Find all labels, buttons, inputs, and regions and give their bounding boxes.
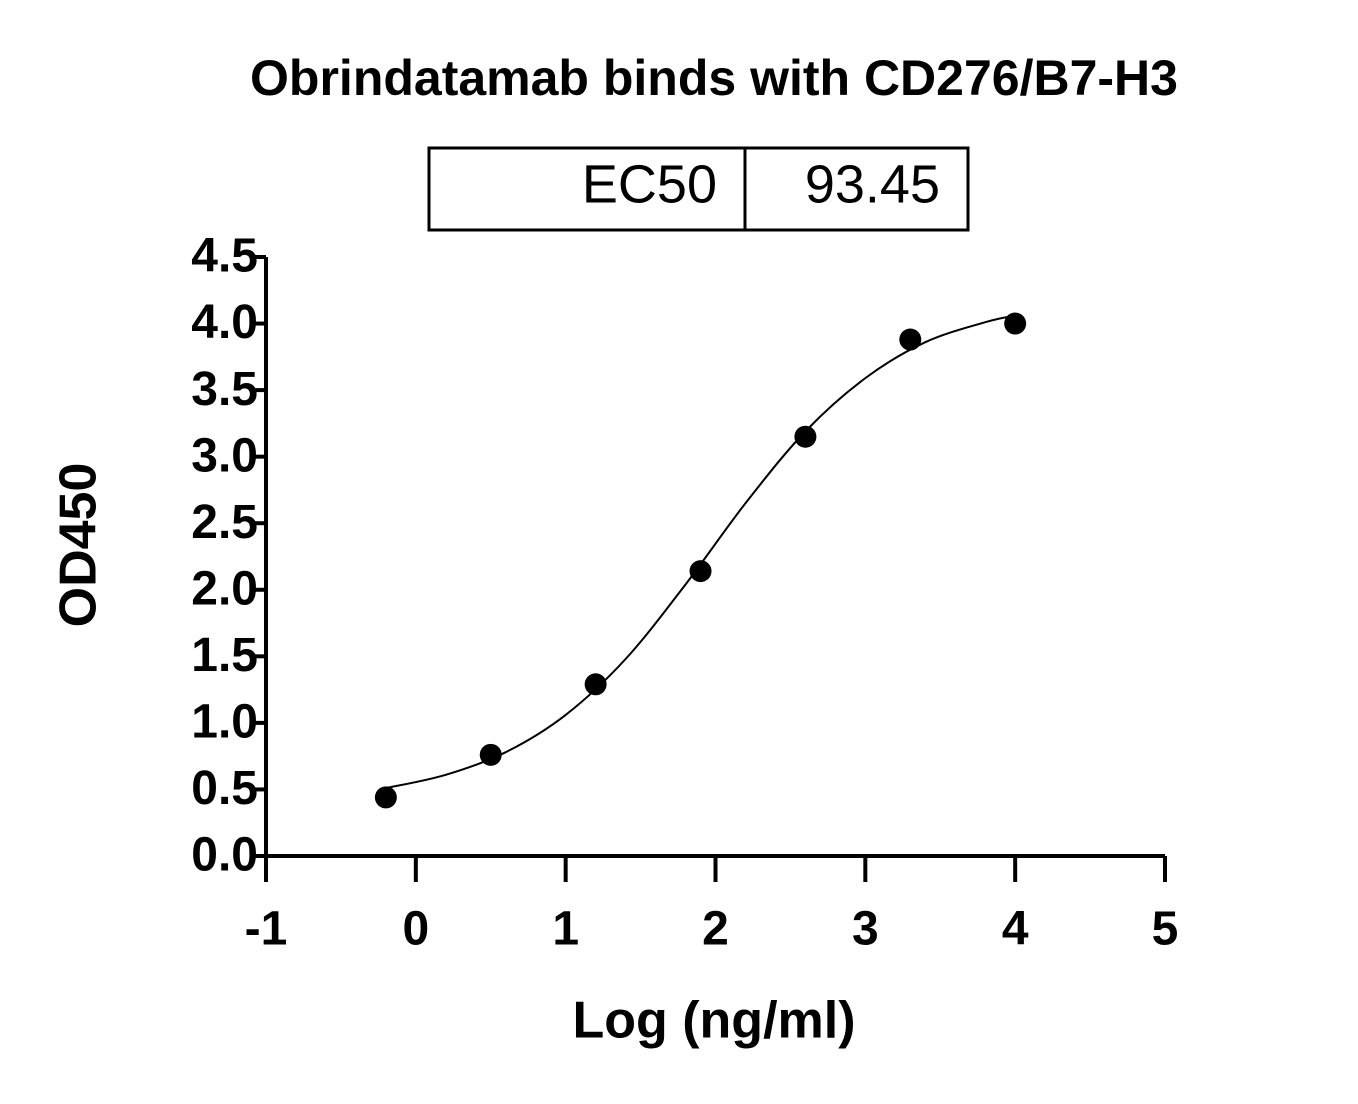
data-point: [479, 743, 502, 766]
x-tick-label: 2: [702, 903, 729, 956]
fit-curve: [385, 314, 1016, 790]
ec50-label: EC50: [582, 154, 717, 214]
ec50-value: 93.45: [805, 154, 940, 214]
y-tick-label: 0.5: [191, 762, 258, 815]
x-tick-label: -1: [245, 903, 288, 956]
ec50-box: [427, 146, 970, 232]
y-tick-label: 2.0: [191, 562, 258, 615]
y-tick-label: 2.5: [191, 496, 258, 549]
data-point: [794, 425, 817, 448]
y-tick-label: 1.0: [191, 696, 258, 749]
data-point: [1004, 312, 1027, 335]
y-tick-label: 4.0: [191, 296, 258, 349]
x-tick-label: 4: [1002, 903, 1029, 956]
x-tick-label: 3: [852, 903, 879, 956]
data-point: [689, 560, 712, 583]
y-tick-label: 1.5: [191, 629, 258, 682]
x-tick-label: 5: [1152, 903, 1179, 956]
y-tick-label: 3.0: [191, 429, 258, 482]
data-point: [584, 673, 607, 696]
x-axis-label: Log (ng/ml): [572, 992, 855, 1050]
y-tick-label: 4.5: [191, 230, 258, 283]
chart-title: Obrindatamab binds with CD276/B7-H3: [250, 50, 1178, 106]
x-tick-label: 1: [552, 903, 579, 956]
x-tick-label: 0: [402, 903, 429, 956]
data-point: [899, 328, 922, 351]
y-tick-label: 0.0: [191, 829, 258, 882]
data-point: [374, 786, 397, 809]
y-axis-label: OD450: [50, 463, 108, 628]
y-tick-label: 3.5: [191, 363, 258, 416]
